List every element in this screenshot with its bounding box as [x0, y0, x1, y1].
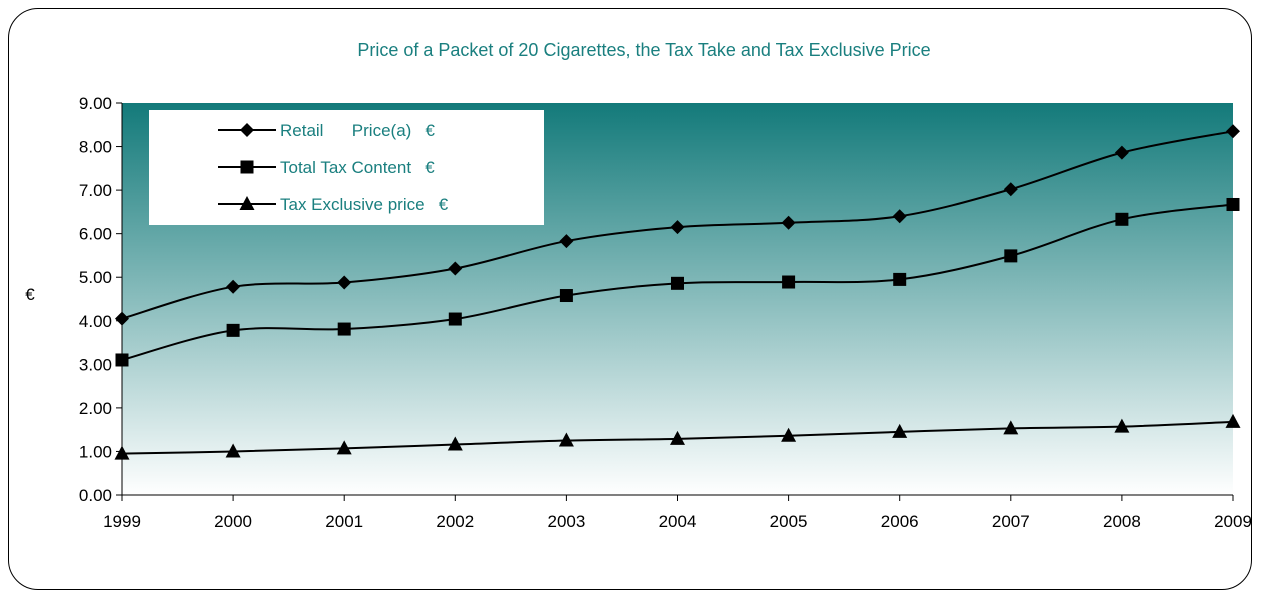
data-point-square — [1115, 212, 1129, 226]
x-tick-label: 2003 — [547, 512, 585, 531]
legend-label: Tax Exclusive price € — [280, 195, 449, 214]
data-point-square — [782, 275, 796, 289]
chart-title: Price of a Packet of 20 Cigarettes, the … — [357, 40, 930, 60]
data-point-triangle — [447, 436, 463, 451]
legend-box — [149, 110, 544, 225]
x-tick-label: 2005 — [770, 512, 808, 531]
legend-marker-square — [240, 160, 254, 174]
legend-label: Total Tax Content € — [280, 158, 435, 177]
data-point-diamond — [559, 234, 574, 249]
data-point-triangle — [1114, 418, 1130, 433]
data-point-triangle — [558, 432, 574, 447]
data-point-square — [1226, 197, 1240, 211]
data-point-diamond — [892, 209, 907, 224]
data-point-diamond — [337, 275, 352, 290]
legend-item: Retail Price(a) € — [218, 121, 435, 140]
x-tick-label: 2007 — [992, 512, 1030, 531]
y-tick-label: 7.00 — [79, 181, 112, 200]
x-tick-label: 2000 — [214, 512, 252, 531]
data-point-square — [226, 323, 240, 337]
x-tick-label: 2002 — [436, 512, 474, 531]
y-axis-label: € — [25, 285, 35, 304]
data-point-square — [448, 312, 462, 326]
y-tick-label: 6.00 — [79, 225, 112, 244]
data-point-diamond — [781, 215, 796, 230]
data-point-square — [671, 276, 684, 290]
series-square — [115, 197, 1240, 367]
data-point-diamond — [226, 279, 241, 294]
data-point-triangle — [336, 440, 352, 455]
legend-marker-diamond — [240, 123, 254, 137]
x-tick-label: 2009 — [1214, 512, 1252, 531]
series-triangle — [114, 413, 1241, 460]
series-diamond — [115, 124, 1240, 326]
data-point-square — [337, 322, 351, 336]
data-point-diamond — [448, 261, 463, 276]
y-tick-label: 9.00 — [79, 94, 112, 113]
y-tick-label: 0.00 — [79, 486, 112, 505]
legend-item: Tax Exclusive price € — [218, 195, 449, 214]
data-point-square — [893, 272, 907, 286]
y-tick-label: 3.00 — [79, 355, 112, 374]
data-point-diamond — [1003, 182, 1018, 197]
data-point-triangle — [781, 427, 797, 442]
y-tick-label: 2.00 — [79, 399, 112, 418]
x-tick-label: 2001 — [325, 512, 363, 531]
legend-item: Total Tax Content € — [218, 158, 435, 177]
data-point-square — [1004, 249, 1018, 263]
data-point-diamond — [670, 220, 685, 235]
data-point-square — [115, 353, 129, 367]
data-point-triangle — [1003, 420, 1019, 435]
data-point-square — [559, 289, 573, 303]
y-tick-label: 4.00 — [79, 312, 112, 331]
legend: Retail Price(a) € Total Tax Content € Tax … — [149, 110, 544, 225]
series-layer — [114, 124, 1241, 460]
x-tick-label: 2008 — [1103, 512, 1141, 531]
x-tick-label: 2006 — [881, 512, 919, 531]
y-tick-label: 5.00 — [79, 268, 112, 287]
data-point-diamond — [1226, 124, 1240, 139]
data-point-triangle — [225, 443, 241, 458]
data-point-triangle — [670, 430, 685, 445]
data-point-diamond — [1114, 145, 1129, 160]
axes: 0.00 1.00 2.00 3.00 4.00 5.00 6.00 7.00 8.00 9.00… — [79, 94, 1252, 531]
data-point-triangle — [114, 445, 130, 460]
x-tick-label: 1999 — [103, 512, 141, 531]
x-tick-label: 2004 — [659, 512, 697, 531]
data-point-diamond — [115, 311, 129, 326]
data-point-triangle — [892, 423, 908, 438]
data-point-triangle — [1225, 413, 1241, 428]
y-tick-label: 1.00 — [79, 442, 112, 461]
legend-marker-triangle — [239, 196, 255, 210]
legend-label: Retail Price(a) € — [280, 121, 435, 140]
y-tick-label: 8.00 — [79, 138, 112, 157]
